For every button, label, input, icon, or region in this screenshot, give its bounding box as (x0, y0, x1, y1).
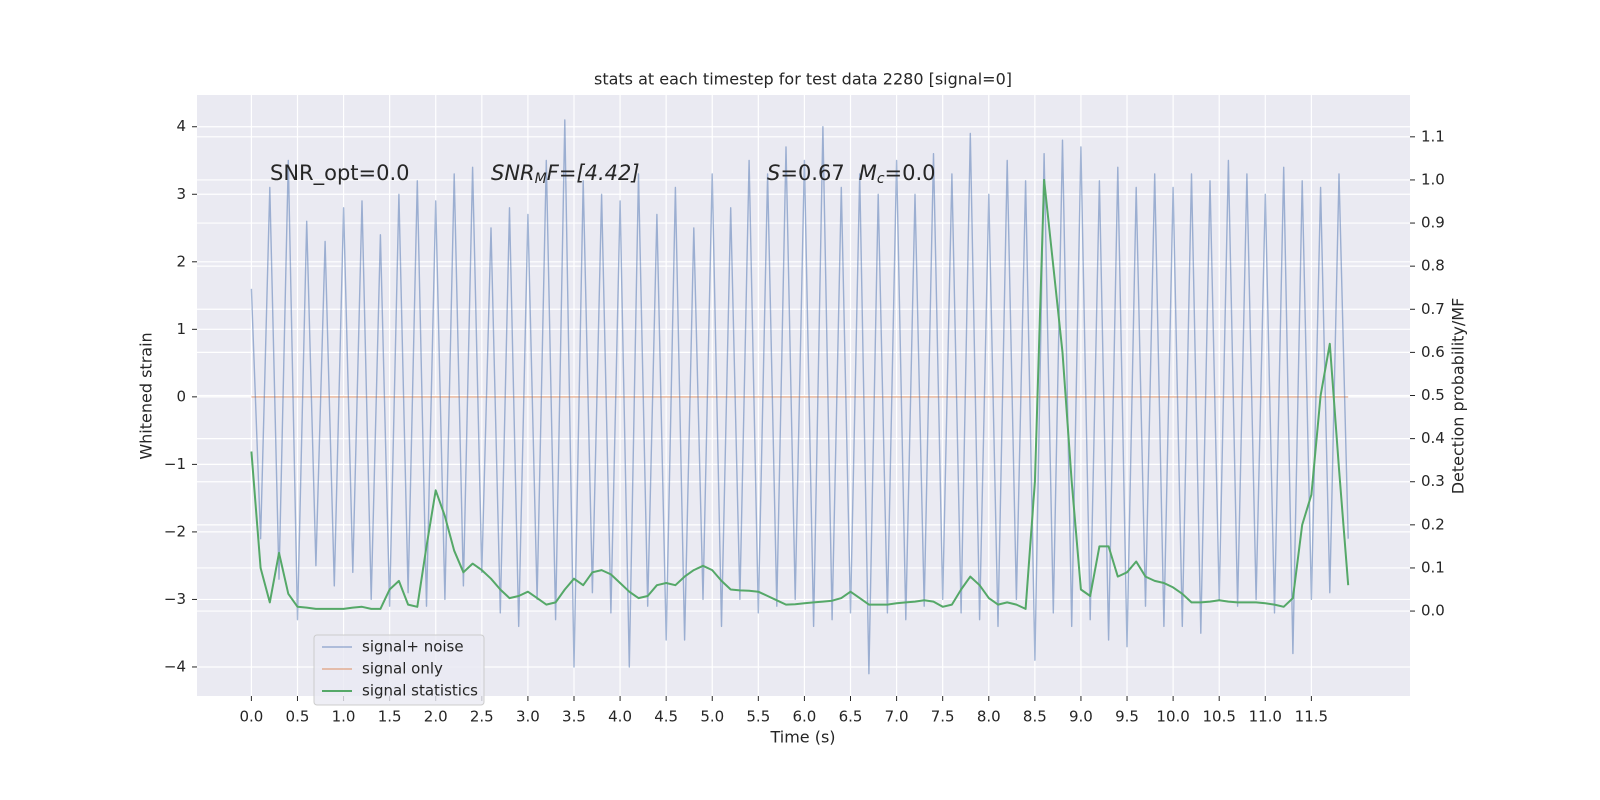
y2-tick-label: 1.0 (1421, 170, 1445, 188)
annotation-subscript: M (535, 171, 547, 187)
y2-tick-label: 0.6 (1421, 343, 1445, 361)
x-tick-label: 8.0 (977, 708, 1001, 726)
x-tick-label: 2.5 (470, 708, 494, 726)
x-tick-label: 10.5 (1202, 708, 1235, 726)
x-tick-label: 2.0 (424, 708, 448, 726)
x-tick-label: 0.5 (286, 708, 310, 726)
y-tick-label: 1 (176, 320, 186, 338)
y-tick-label: −3 (164, 590, 186, 608)
x-tick-label: 10.0 (1156, 708, 1189, 726)
legend-box (313, 634, 485, 706)
x-tick-label: 1.5 (378, 708, 402, 726)
annotation-subscript: c (877, 171, 885, 187)
x-tick-label: 9.5 (1115, 708, 1139, 726)
y-tick-label: 4 (176, 117, 186, 135)
y2-tick-label: 0.4 (1421, 429, 1445, 447)
annotation-text: F=[4.42] (547, 161, 640, 185)
y2-tick-label: 0.1 (1421, 558, 1445, 576)
annotation: SNR_opt=0.0 (270, 161, 410, 186)
y2-tick-label: 0.9 (1421, 214, 1445, 232)
legend: signal+ noise signal only signal statistic… (313, 634, 485, 706)
x-tick-label: 4.0 (608, 708, 632, 726)
ticks: 0.0 0.5 1.0 1.5 2.0 2.5 3.0 3.5 4.0 4.5 5.0 5.5 6.0 6… (164, 117, 1445, 725)
y2-tick-label: 0.8 (1421, 257, 1445, 275)
annotation-text: S (767, 161, 780, 185)
x-tick-label: 5.5 (746, 708, 770, 726)
x-tick-label: 11.0 (1249, 708, 1282, 726)
x-axis-label: Time (s) (769, 728, 835, 747)
y-tick-label: 0 (176, 387, 186, 405)
y-axis-label: Whitened strain (137, 332, 156, 459)
y-tick-label: 2 (176, 252, 186, 270)
annotation-text: =0.67 (780, 161, 844, 185)
x-tick-label: 3.5 (562, 708, 586, 726)
x-tick-label: 9.0 (1069, 708, 1093, 726)
x-tick-label: 7.5 (931, 708, 955, 726)
annotation: SNRMF=[4.42] (491, 161, 640, 187)
y2-tick-label: 1.1 (1421, 127, 1445, 145)
x-tick-label: 4.5 (654, 708, 678, 726)
annotation-text: M (859, 161, 877, 185)
annotation-text: SNR (491, 161, 535, 185)
chart-title: stats at each timestep for test data 228… (594, 70, 1012, 89)
lines (250, 119, 1350, 675)
y2-tick-label: 0.0 (1421, 602, 1445, 620)
y2-tick-label: 0.5 (1421, 386, 1445, 404)
annotation-text: =0.0 (885, 161, 936, 185)
y2-tick-label: 0.3 (1421, 472, 1445, 490)
x-tick-label: 5.0 (700, 708, 724, 726)
x-tick-label: 11.5 (1295, 708, 1328, 726)
x-tick-label: 0.0 (239, 708, 263, 726)
legend-label: signal+ noise (362, 638, 464, 656)
legend-label: signal statistics (362, 682, 478, 700)
y2-axis-label: Detection probability/MF (1449, 298, 1468, 495)
annotation: S=0.67 Mc=0.0 (767, 161, 936, 187)
x-tick-label: 3.0 (516, 708, 540, 726)
y-tick-label: −2 (164, 522, 186, 540)
x-tick-label: 7.0 (885, 708, 909, 726)
annotation-text: SNR_opt=0.0 (270, 161, 410, 186)
y2-tick-label: 0.2 (1421, 515, 1445, 533)
x-tick-label: 8.5 (1023, 708, 1047, 726)
series-line (250, 178, 1350, 610)
y-tick-label: 3 (176, 185, 186, 203)
legend-label: signal only (362, 660, 443, 678)
series-line (250, 119, 1349, 675)
y-tick-label: −4 (164, 657, 186, 675)
x-tick-label: 6.0 (792, 708, 816, 726)
y-tick-label: −1 (164, 455, 186, 473)
x-tick-label: 1.0 (332, 708, 356, 726)
x-tick-label: 6.5 (839, 708, 863, 726)
y2-tick-label: 0.7 (1421, 300, 1445, 318)
